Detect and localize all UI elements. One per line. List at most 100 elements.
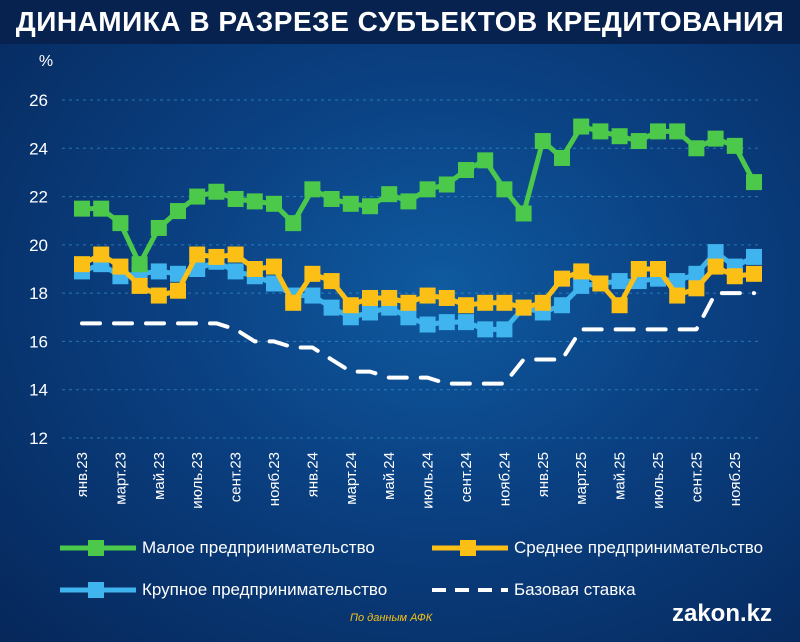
data-point <box>227 246 244 263</box>
data-point <box>496 181 513 198</box>
y-tick-label: 22 <box>29 188 48 207</box>
data-point <box>477 321 494 338</box>
y-axis-label: % <box>39 53 53 70</box>
data-point <box>400 193 417 210</box>
data-point <box>304 287 321 304</box>
data-point <box>189 188 206 205</box>
data-point <box>650 123 666 140</box>
data-point <box>458 314 474 331</box>
data-point <box>726 137 743 154</box>
data-point <box>170 203 186 220</box>
data-point <box>208 248 225 265</box>
data-point <box>688 140 705 157</box>
data-point <box>323 190 340 207</box>
x-tick-label: сент.23 <box>228 452 245 502</box>
data-point <box>93 246 110 263</box>
data-point <box>74 200 90 217</box>
data-point <box>400 309 417 326</box>
legend-label: Среднее предпринимательство <box>514 538 764 557</box>
legend-large: Крупное предпринимательство <box>58 580 387 600</box>
y-tick-label: 12 <box>29 429 48 448</box>
data-point <box>438 314 455 331</box>
legend-marker-small <box>60 540 136 556</box>
data-point <box>496 294 513 311</box>
data-point <box>534 294 551 311</box>
data-point <box>707 244 724 261</box>
data-point <box>707 258 724 275</box>
data-point <box>746 174 762 191</box>
legend-marker-medium <box>432 540 508 556</box>
data-point <box>208 183 225 200</box>
data-point <box>381 289 398 306</box>
data-point <box>74 256 90 273</box>
legend-label: Базовая ставка <box>514 580 636 599</box>
x-tick-label: янв.25 <box>535 452 552 497</box>
data-point <box>554 297 570 314</box>
data-point <box>362 304 378 321</box>
data-point <box>458 297 474 314</box>
data-point <box>323 273 340 290</box>
x-tick-label: июль.24 <box>420 452 437 509</box>
data-point <box>227 190 244 207</box>
x-tick-label: июль.25 <box>650 452 667 509</box>
data-point <box>515 299 532 316</box>
data-point <box>458 162 474 179</box>
data-point <box>362 198 378 215</box>
y-tick-label: 26 <box>29 91 48 110</box>
data-point <box>611 297 628 314</box>
x-tick-label: нояб.23 <box>266 452 283 506</box>
x-tick-label: нояб.25 <box>727 452 744 506</box>
data-point <box>342 309 359 326</box>
data-point <box>669 273 686 290</box>
legend-medium: Среднее предпринимательство <box>430 538 763 558</box>
data-point <box>707 130 724 147</box>
data-point <box>285 294 302 311</box>
y-tick-label: 16 <box>29 332 48 351</box>
x-tick-label: сент.24 <box>458 452 475 502</box>
data-point <box>611 273 628 290</box>
data-point <box>534 133 551 150</box>
data-point <box>688 280 705 297</box>
data-point <box>150 287 167 304</box>
data-point <box>400 294 417 311</box>
data-point <box>496 321 513 338</box>
data-point <box>150 263 167 280</box>
data-point <box>746 248 762 265</box>
x-tick-label: янв.23 <box>74 452 91 497</box>
data-point <box>131 256 148 273</box>
x-tick-label: март.25 <box>573 452 590 505</box>
data-point <box>515 205 532 222</box>
legend-base-rate: Базовая ставка <box>430 580 636 600</box>
series-line <box>80 291 756 386</box>
data-point <box>189 246 206 263</box>
source-note: По данным АФК <box>350 612 433 624</box>
data-point <box>112 258 129 275</box>
data-point <box>630 133 647 150</box>
x-tick-label: март.23 <box>112 452 129 505</box>
data-point <box>419 181 436 198</box>
data-point <box>419 287 436 304</box>
data-point <box>342 297 359 314</box>
y-tick-label: 20 <box>29 236 48 255</box>
data-point <box>688 265 705 282</box>
data-point <box>650 261 666 277</box>
data-point <box>112 215 129 232</box>
legend-marker-large <box>60 582 136 598</box>
data-point <box>554 149 570 166</box>
data-point <box>362 289 378 306</box>
data-point <box>611 128 628 145</box>
data-point <box>150 219 167 236</box>
data-point <box>170 265 186 282</box>
data-point <box>669 123 686 140</box>
data-point <box>285 215 302 232</box>
site-logo: zakon.kz <box>671 600 772 627</box>
y-tick-label: 14 <box>29 381 48 400</box>
data-point <box>477 152 494 169</box>
data-point <box>669 287 686 304</box>
x-tick-label: янв.24 <box>304 452 321 497</box>
series-line <box>82 124 757 267</box>
data-point <box>573 118 590 135</box>
x-tick-label: май.23 <box>151 452 168 500</box>
